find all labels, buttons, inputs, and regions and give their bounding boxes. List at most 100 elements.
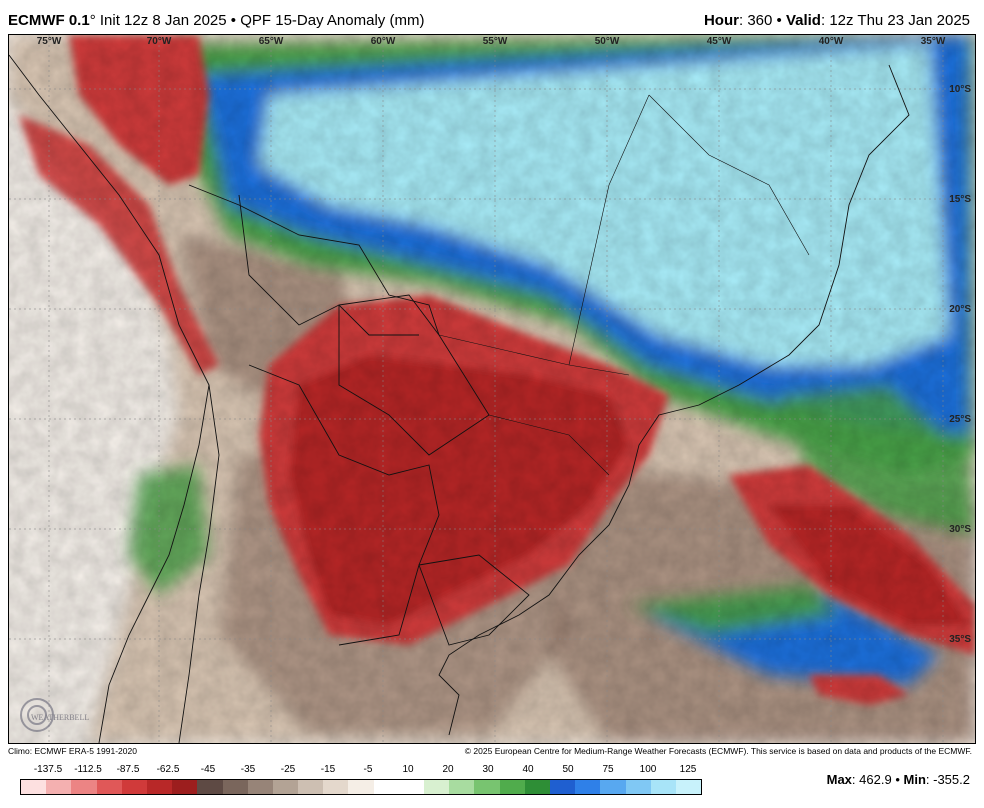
field-stats: Max: 462.9 • Min: -355.2 bbox=[826, 772, 970, 787]
max-label: Max bbox=[826, 772, 852, 787]
colorbar-swatch bbox=[46, 780, 72, 794]
colorbar-swatch bbox=[247, 780, 273, 794]
hour-value: 360 bbox=[747, 12, 773, 29]
lon-label: 65°W bbox=[259, 36, 284, 47]
colorbar-swatch bbox=[600, 780, 626, 794]
colorbar-tick: 20 bbox=[442, 764, 454, 775]
border-brazil-west bbox=[188, 184, 440, 336]
colorbar-swatch bbox=[549, 780, 576, 794]
model-name: ECMWF 0.1 bbox=[8, 12, 90, 29]
colorbar-swatch bbox=[424, 780, 450, 794]
colorbar-tick: 10 bbox=[402, 764, 414, 775]
lon-label: 45°W bbox=[707, 36, 732, 47]
colorbar-swatch bbox=[323, 780, 349, 794]
max-value: 462.9 bbox=[859, 772, 892, 787]
colorbar-swatch bbox=[398, 780, 424, 794]
colorbar-tick: -112.5 bbox=[74, 764, 102, 775]
graticule bbox=[9, 35, 975, 743]
header-bar: ECMWF 0.1° Init 12z 8 Jan 2025 • QPF 15-… bbox=[0, 0, 984, 34]
min-value: -355.2 bbox=[933, 772, 970, 787]
colorbar-swatch bbox=[650, 780, 676, 794]
colorbar-tick: 40 bbox=[522, 764, 534, 775]
lon-label: 70°W bbox=[147, 36, 172, 47]
lon-labels: 75°W 70°W 65°W 60°W 55°W 50°W 45°W 40°W … bbox=[37, 36, 946, 47]
colorbar-tick: 50 bbox=[562, 764, 574, 775]
border-chile-argentina bbox=[178, 384, 220, 743]
header-title: ECMWF 0.1° Init 12z 8 Jan 2025 • QPF 15-… bbox=[8, 12, 424, 29]
colorbar-swatch bbox=[348, 780, 374, 794]
bullet-2: • bbox=[776, 12, 782, 29]
texture-overlay bbox=[9, 35, 975, 743]
map-canvas: 75°W 70°W 65°W 60°W 55°W 50°W 45°W 40°W … bbox=[9, 35, 975, 743]
lon-label: 55°W bbox=[483, 36, 508, 47]
lat-label: 35°S bbox=[949, 634, 971, 645]
min-label: Min bbox=[903, 772, 926, 787]
colorbar-swatch bbox=[197, 780, 223, 794]
colorbar-swatch bbox=[449, 780, 475, 794]
colorbar-swatch bbox=[675, 780, 702, 794]
credits-line: Climo: ECMWF ERA-5 1991-2020 © 2025 Euro… bbox=[8, 746, 976, 758]
colorbar-tick: -62.5 bbox=[156, 764, 180, 775]
anomaly-map: 75°W 70°W 65°W 60°W 55°W 50°W 45°W 40°W … bbox=[8, 34, 976, 744]
colorbar-swatch bbox=[21, 780, 47, 794]
colorbar-swatch bbox=[298, 780, 324, 794]
colorbar-tick: -87.5 bbox=[116, 764, 140, 775]
border-argentina bbox=[248, 364, 440, 646]
boundaries bbox=[9, 54, 910, 743]
lon-label: 60°W bbox=[371, 36, 396, 47]
state-lines bbox=[438, 94, 810, 476]
lat-label: 25°S bbox=[949, 414, 971, 425]
colorbar-swatch bbox=[474, 780, 500, 794]
colorbar-swatch bbox=[121, 780, 147, 794]
colorbar-swatch bbox=[524, 780, 550, 794]
colorbar-tick: 100 bbox=[639, 764, 657, 775]
pacific-coastline bbox=[9, 54, 210, 743]
border-paraguay bbox=[338, 294, 490, 456]
ecmwf-credit: © 2025 European Centre for Medium-Range … bbox=[464, 746, 972, 756]
colorbar-swatches bbox=[20, 779, 702, 795]
lat-label: 30°S bbox=[949, 524, 971, 535]
colorbar-tick: 30 bbox=[482, 764, 494, 775]
lon-label: 50°W bbox=[595, 36, 620, 47]
bullet-1: • bbox=[230, 12, 237, 29]
valid-value: 12z Thu 23 Jan 2025 bbox=[829, 12, 970, 29]
colorbar-tick: -15 bbox=[320, 764, 336, 775]
colorbar-tick: -45 bbox=[200, 764, 216, 775]
lat-label: 15°S bbox=[949, 194, 971, 205]
border-bolivia bbox=[238, 194, 419, 336]
colorbar-tick: -5 bbox=[363, 764, 373, 775]
lat-label: 10°S bbox=[949, 84, 971, 95]
logo-text: WEATHERBELL bbox=[31, 713, 89, 722]
colorbar: -137.5 -112.5 -87.5 -62.5 -45 -35 -25 -15 -5 10 20… bbox=[20, 764, 710, 804]
border-uruguay bbox=[418, 554, 530, 646]
atlantic-coastline bbox=[438, 64, 910, 736]
colorbar-swatch bbox=[71, 780, 97, 794]
lon-label: 35°W bbox=[921, 36, 946, 47]
colorbar-tick: 75 bbox=[602, 764, 614, 775]
bullet-3: • bbox=[895, 772, 900, 787]
colorbar-swatch bbox=[575, 780, 601, 794]
product-name: QPF 15-Day Anomaly (mm) bbox=[240, 12, 425, 29]
colorbar-tick: -25 bbox=[280, 764, 296, 775]
hour-label: Hour bbox=[703, 12, 739, 29]
init-time: Init 12z 8 Jan 2025 bbox=[99, 12, 227, 29]
colorbar-swatch bbox=[499, 780, 525, 794]
lat-labels: 10°S 15°S 20°S 25°S 30°S 35°S bbox=[949, 84, 971, 645]
colorbar-ticks: -137.5 -112.5 -87.5 -62.5 -45 -35 -25 -15 -5 10 20… bbox=[20, 764, 710, 778]
colorbar-tick: 125 bbox=[679, 764, 697, 775]
degree-sign: ° bbox=[89, 12, 96, 29]
lon-label: 40°W bbox=[819, 36, 844, 47]
colorbar-swatch bbox=[272, 780, 299, 794]
colorbar-tick: -137.5 bbox=[33, 764, 63, 775]
weatherbell-logo: WEATHERBELL bbox=[20, 698, 89, 732]
valid-label: Valid bbox=[785, 12, 821, 29]
colorbar-swatch bbox=[96, 780, 122, 794]
colorbar-swatch bbox=[373, 780, 399, 794]
colorbar-swatch bbox=[146, 780, 173, 794]
climo-credit: Climo: ECMWF ERA-5 1991-2020 bbox=[8, 746, 137, 756]
lon-label: 75°W bbox=[37, 36, 62, 47]
colorbar-swatch bbox=[222, 780, 248, 794]
header-validity: Hour: 360 • Valid: 12z Thu 23 Jan 2025 bbox=[703, 12, 970, 29]
colorbar-tick: -35 bbox=[240, 764, 256, 775]
lat-label: 20°S bbox=[949, 304, 971, 315]
